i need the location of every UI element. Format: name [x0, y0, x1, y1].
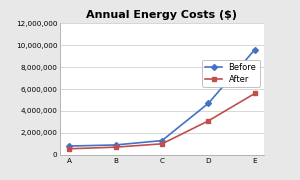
Legend: Before, After: Before, After — [202, 60, 260, 87]
After — [68, 148, 71, 150]
After — [207, 120, 210, 122]
After — [160, 143, 164, 145]
Before — [114, 144, 117, 146]
Before — [207, 102, 210, 104]
After — [253, 92, 256, 94]
After — [114, 146, 117, 148]
Before — [160, 140, 164, 142]
Before — [253, 49, 256, 51]
Line: After: After — [67, 91, 257, 151]
Before — [68, 145, 71, 147]
Title: Annual Energy Costs ($): Annual Energy Costs ($) — [86, 10, 238, 20]
Line: Before: Before — [67, 48, 257, 148]
